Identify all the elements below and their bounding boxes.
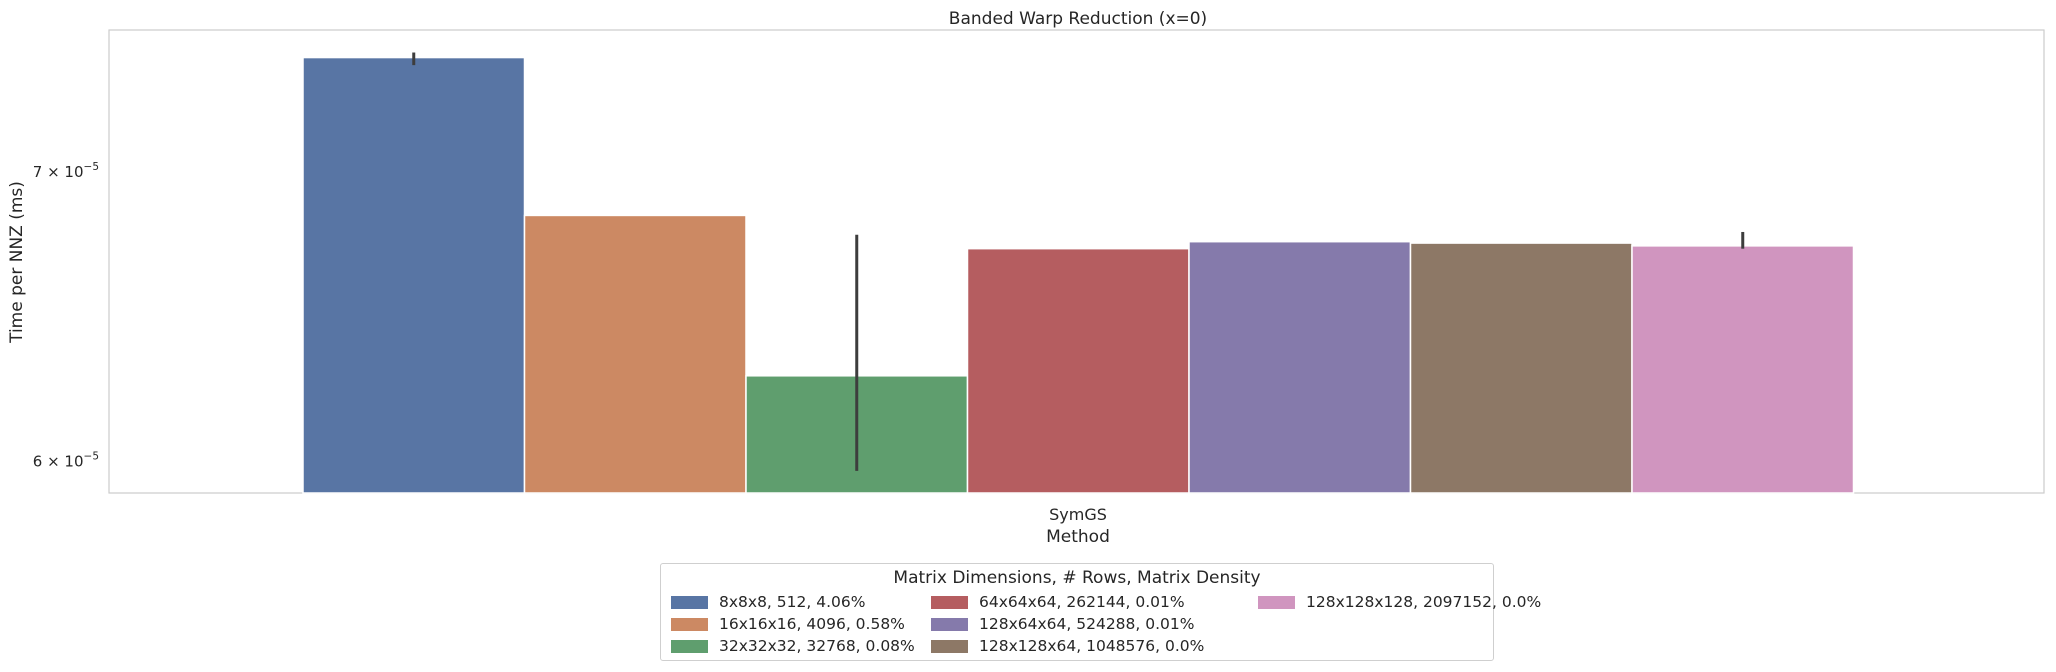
legend-swatch xyxy=(931,639,968,653)
legend-item-4: 64x64x64, 262144, 0.01% xyxy=(931,592,1185,612)
legend-swatch xyxy=(1258,595,1295,609)
legend-label: 128x64x64, 524288, 0.01% xyxy=(979,615,1195,633)
bar-1 xyxy=(302,56,526,494)
legend: Matrix Dimensions, # Rows, Matrix Densit… xyxy=(660,563,1541,661)
bars-group xyxy=(302,56,1855,494)
legend-swatch xyxy=(671,617,708,631)
legend-label: 32x32x32, 32768, 0.08% xyxy=(719,637,915,655)
bar-7 xyxy=(1631,245,1855,494)
legend-item-7: 128x128x128, 2097152, 0.0% xyxy=(1258,592,1541,612)
y-tick-label-1: 7 × 10−5 xyxy=(33,161,99,181)
bar-5 xyxy=(1188,240,1412,494)
legend-label: 8x8x8, 512, 4.06% xyxy=(719,593,866,611)
legend-item-1: 8x8x8, 512, 4.06% xyxy=(671,592,865,612)
x-ticks-group: SymGS xyxy=(1049,505,1107,524)
x-axis-label: Method xyxy=(1046,527,1110,547)
legend-item-5: 128x64x64, 524288, 0.01% xyxy=(931,614,1195,634)
bar-4 xyxy=(966,247,1190,494)
bar-2 xyxy=(523,214,747,494)
legend-swatch xyxy=(931,595,968,609)
legend-label: 128x128x128, 2097152, 0.0% xyxy=(1306,593,1542,611)
y-axis-label: Time per NNZ (ms) xyxy=(7,181,27,344)
legend-title: Matrix Dimensions, # Rows, Matrix Densit… xyxy=(893,568,1261,588)
error-bars-group xyxy=(412,52,1745,471)
x-tick-label-1: SymGS xyxy=(1049,505,1107,524)
legend-label: 64x64x64, 262144, 0.01% xyxy=(979,593,1185,611)
legend-label: 128x128x64, 1048576, 0.0% xyxy=(979,637,1205,655)
bar-6 xyxy=(1409,242,1633,494)
legend-item-6: 128x128x64, 1048576, 0.0% xyxy=(931,636,1204,656)
legend-item-2: 16x16x16, 4096, 0.58% xyxy=(671,614,905,634)
legend-swatch xyxy=(931,617,968,631)
legend-item-3: 32x32x32, 32768, 0.08% xyxy=(671,636,915,656)
legend-swatch xyxy=(671,595,708,609)
y-tick-label-2: 6 × 10−5 xyxy=(33,450,99,470)
legend-label: 16x16x16, 4096, 0.58% xyxy=(719,615,905,633)
chart-title: Banded Warp Reduction (x=0) xyxy=(949,9,1207,29)
y-ticks-group: 7 × 10−5 6 × 10−5 xyxy=(33,161,99,470)
legend-swatch xyxy=(671,639,708,653)
